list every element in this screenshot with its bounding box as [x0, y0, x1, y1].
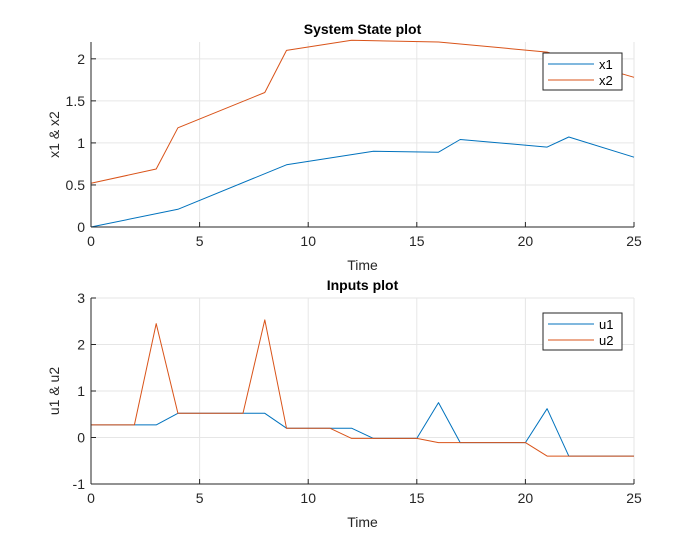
series-line-x1 — [90, 136, 635, 228]
x-tick-label: 10 — [300, 233, 316, 249]
y-axis-label: x1 & x2 — [46, 111, 62, 158]
y-tick-label: 2 — [77, 337, 85, 353]
x-tick-label: 10 — [300, 490, 316, 506]
series-line-x2 — [90, 39, 635, 184]
x-tick-label: 25 — [626, 490, 642, 506]
y-tick-label: 0 — [77, 219, 85, 235]
x-axis-label: Time — [347, 514, 378, 530]
y-tick-label: -1 — [73, 476, 86, 492]
chart-title: Inputs plot — [327, 277, 399, 293]
y-tick-label: 1 — [77, 383, 85, 399]
x-tick-label: 20 — [518, 233, 534, 249]
legend-box — [542, 52, 623, 91]
x-tick-label: 5 — [196, 233, 204, 249]
y-tick-label: 1 — [77, 135, 85, 151]
y-tick-label: 2 — [77, 51, 85, 67]
y-tick-label: 0 — [77, 430, 85, 446]
legend-box — [542, 312, 623, 351]
x-tick-label: 5 — [196, 490, 204, 506]
y-axis-label: u1 & u2 — [46, 367, 62, 415]
x-tick-label: 15 — [409, 233, 425, 249]
legend-label-u2: u2 — [599, 333, 613, 348]
y-tick-label: 1.5 — [66, 93, 86, 109]
x-tick-label: 15 — [409, 490, 425, 506]
legend-label-u1: u1 — [599, 317, 613, 332]
y-tick-label: 0.5 — [66, 177, 86, 193]
x-tick-label: 0 — [87, 233, 95, 249]
x-axis-label: Time — [347, 257, 378, 273]
x-tick-label: 0 — [87, 490, 95, 506]
x-tick-label: 20 — [518, 490, 534, 506]
y-tick-label: 3 — [77, 290, 85, 306]
legend-label-x1: x1 — [599, 57, 613, 72]
series-line-u2 — [91, 319, 634, 457]
chart-title: System State plot — [304, 21, 422, 37]
x-tick-label: 25 — [626, 233, 642, 249]
legend-label-x2: x2 — [599, 73, 613, 88]
subplot-1: 0 5 10 15 20 25 0 0.5 1 1.5 2 System State plot Time… — [46, 21, 642, 273]
